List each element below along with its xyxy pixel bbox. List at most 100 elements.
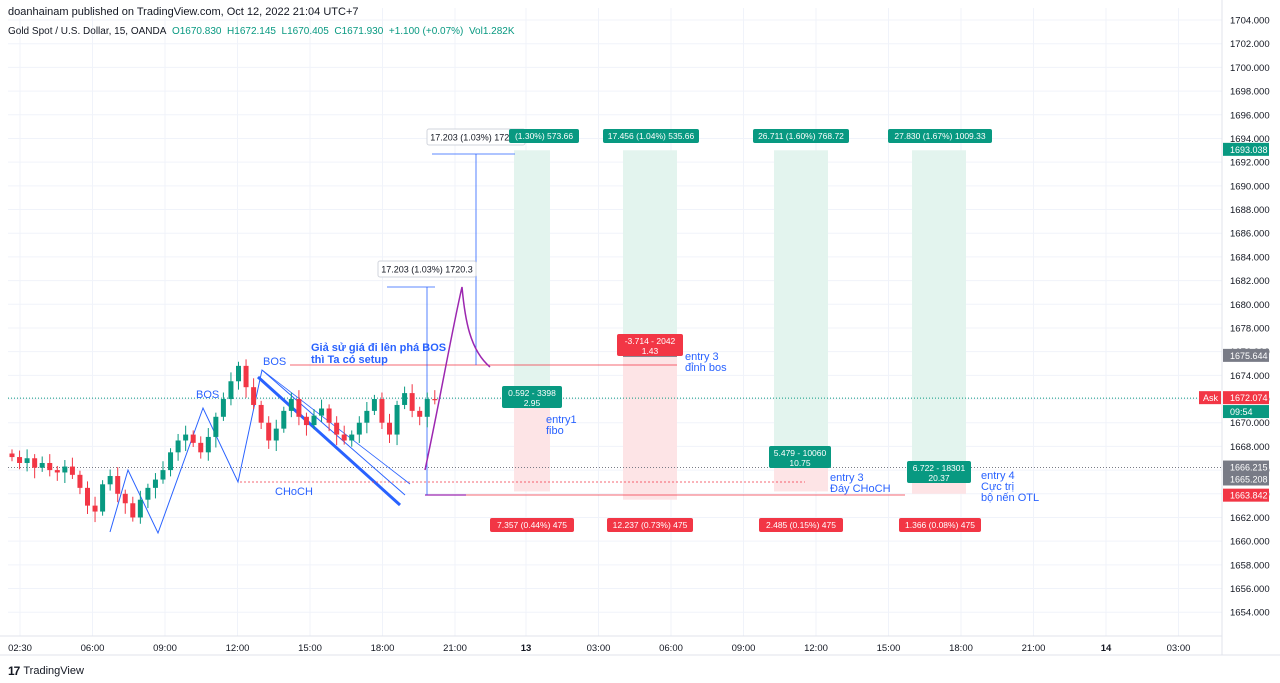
time-tick-label: 12:00 [226, 643, 250, 654]
trendline-bold [256, 375, 402, 507]
time-tick-label: 09:00 [732, 643, 756, 654]
pnl-label: 2.95 [524, 398, 541, 408]
footer-brand[interactable]: 17 TradingView [8, 664, 84, 678]
pnl-label: 5.479 - 10060 [774, 448, 827, 458]
candle-body [424, 399, 430, 417]
symbol-name[interactable]: Gold Spot / U.S. Dollar, 15, OANDA [8, 26, 167, 37]
time-tick-label: 21:00 [1022, 643, 1046, 654]
candle-body [115, 476, 121, 494]
pnl-label: 6.722 - 18301 [913, 463, 966, 473]
candle-body [160, 470, 166, 480]
time-tick-label: 18:00 [949, 643, 973, 654]
price-axis-tag-bg [1223, 348, 1269, 362]
profit-zone [623, 150, 677, 357]
target-label-bg [753, 129, 849, 143]
price-axis-tag-bg [1223, 472, 1269, 486]
candle-body [85, 487, 90, 506]
publisher-line: doanhainam published on TradingView.com,… [8, 6, 359, 18]
loss-zone [623, 356, 677, 500]
price-axis-tag: 1665.208 [1230, 474, 1268, 484]
candle-body [220, 399, 226, 417]
entry-note: entry 3 [830, 472, 864, 484]
price-tick-label: 1656.000 [1230, 584, 1270, 595]
time-tick-label: 09:00 [153, 643, 177, 654]
entry-note: entry1 [546, 414, 577, 426]
candle-body [258, 404, 264, 423]
price-tick-label: 1702.000 [1230, 39, 1270, 50]
price-axis-tag-bg [1223, 488, 1269, 502]
price-axis-tag: 1693.038 [1230, 145, 1268, 155]
price-axis-bg [1222, 0, 1280, 683]
time-tick-label: 14 [1101, 643, 1112, 654]
candle-body [364, 410, 370, 423]
candle-body [251, 387, 257, 405]
pnl-label: 20.37 [928, 473, 950, 483]
target-label-bg [888, 129, 992, 143]
price-tick-label: 1700.000 [1230, 63, 1270, 74]
time-tick-label: 12:00 [804, 643, 828, 654]
ask-tag: Ask [1203, 393, 1219, 403]
time-axis[interactable]: 02:30 06:00 09:00 12:00 15:00 18:00 21:00 13 03:… [0, 635, 1280, 656]
pnl-label-bg [502, 386, 562, 408]
pnl-label: 1.43 [642, 346, 659, 356]
candle-body [228, 381, 234, 400]
high-value: H1672.145 [227, 26, 276, 37]
change-value: +1.100 (+0.07%) [388, 26, 464, 37]
candle-body [311, 415, 317, 426]
profit-zone [774, 150, 828, 466]
open-value: O1670.830 [171, 26, 222, 37]
price-tick-label: 1654.000 [1230, 608, 1270, 619]
candle-body [32, 458, 38, 468]
candle-body [371, 399, 377, 411]
price-axis-tag-bg [1223, 391, 1269, 405]
candle-body [145, 487, 151, 500]
measure-label: 17.203 (1.03%) 1720.3 [430, 133, 522, 143]
entry-note: entry 4 [981, 470, 1015, 482]
target-label-bg [509, 129, 579, 143]
candle-body [77, 474, 83, 488]
volume-value: Vol1.282K [468, 26, 515, 37]
candle-body [326, 408, 332, 423]
entry-note: entry 3 [685, 351, 719, 363]
candle-body [394, 404, 400, 435]
projection-curve [424, 286, 491, 471]
stop-label-bg [759, 518, 843, 532]
target-label: (1.30%) 573.66 [515, 131, 573, 141]
candle-body [100, 484, 106, 512]
price-tick-label: 1688.000 [1230, 205, 1270, 216]
stop-label: 7.357 (0.44%) 475 [497, 520, 567, 530]
price-axis[interactable]: 1704.000 1702.000 1700.000 1698.000 1696.000… [1199, 0, 1280, 683]
pnl-label-bg [769, 446, 831, 468]
candle-body [387, 422, 392, 435]
bos-label: BOS [263, 356, 286, 368]
brand-name: TradingView [23, 665, 84, 677]
entry-note: đỉnh bos [685, 362, 727, 374]
time-tick-label: 15:00 [298, 643, 322, 654]
price-tick-label: 1670.000 [1230, 418, 1270, 429]
price-tick-label: 1686.000 [1230, 229, 1270, 240]
price-tick-label: 1696.000 [1230, 110, 1270, 121]
candle-body [356, 422, 362, 435]
pnl-label: 10.75 [789, 458, 811, 468]
candle-body [273, 428, 279, 441]
structure-zigzag [109, 369, 406, 535]
candle-body [9, 453, 15, 458]
price-tick-label: 1704.000 [1230, 16, 1270, 27]
ask-tag-bg [1199, 391, 1221, 405]
entry-note: Cực trị [981, 481, 1014, 493]
price-tick-label: 1690.000 [1230, 181, 1270, 192]
price-axis-tag: 1675.644 [1230, 351, 1268, 361]
price-axis-tag: 1666.215 [1230, 463, 1268, 473]
candle-body [107, 476, 113, 485]
candle-body [130, 503, 136, 518]
chart-drawings: BOS BOS CHoCH Giả sử giá đi lên phá BOSthì … [8, 153, 1222, 535]
entry-note: fibo [546, 425, 564, 437]
candle-body [402, 393, 408, 405]
target-label: 27.830 (1.67%) 1009.33 [894, 131, 985, 141]
profit-zone [514, 150, 550, 405]
price-tick-label: 1682.000 [1230, 276, 1270, 287]
candle-body [92, 505, 98, 512]
candle-body [190, 434, 196, 443]
candle-body [432, 399, 438, 401]
